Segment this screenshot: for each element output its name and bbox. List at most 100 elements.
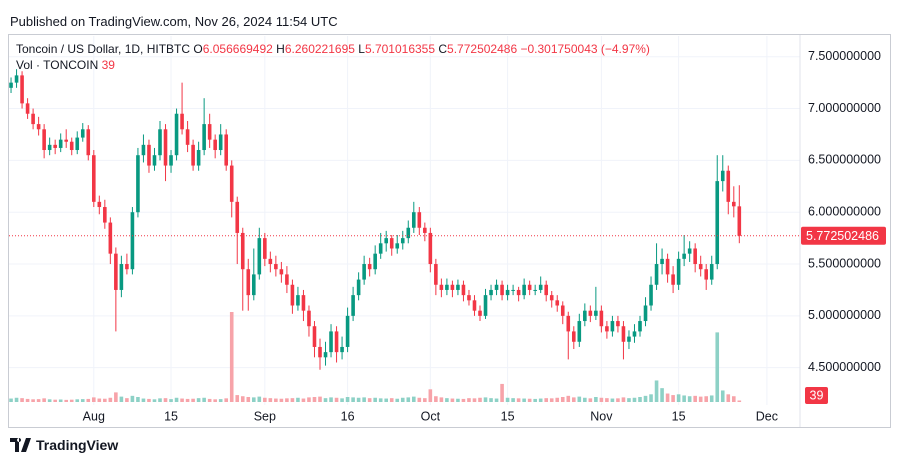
- candle-body: [665, 258, 670, 275]
- volume-bar: [588, 398, 593, 402]
- candle-body: [174, 113, 179, 156]
- candle-body: [257, 238, 262, 275]
- candle-body: [69, 141, 74, 151]
- volume-bar: [456, 398, 460, 402]
- candle-body: [560, 305, 565, 316]
- candle-body: [169, 155, 173, 166]
- candle-body: [345, 315, 350, 347]
- volume-bar: [169, 399, 173, 402]
- candle-body: [64, 139, 69, 142]
- candle-body: [246, 269, 251, 296]
- volume-bar: [362, 397, 366, 402]
- volume-bar: [423, 398, 427, 402]
- ohlc-value: 6.260221695: [284, 42, 355, 56]
- volume-bar: [47, 399, 52, 402]
- candle-body: [125, 264, 129, 270]
- ohlc-value: 5.701016355: [364, 42, 436, 56]
- candle-body: [654, 264, 659, 285]
- candle-body: [676, 258, 681, 285]
- candle-body: [638, 321, 642, 332]
- legend: Toncoin / US Dollar, 1D, HITBTC O6.05666…: [16, 41, 650, 73]
- candle-body: [91, 155, 96, 202]
- candle-body: [97, 201, 102, 208]
- candle-body: [240, 232, 245, 270]
- volume-bar: [351, 397, 355, 402]
- volume-bar: [152, 399, 157, 402]
- candle-body: [726, 170, 731, 202]
- volume-bar: [649, 394, 653, 402]
- candle-body: [14, 75, 19, 83]
- last-price-label: 5.772502486: [806, 229, 879, 243]
- candle-body: [86, 129, 91, 156]
- candle-body: [698, 264, 703, 270]
- volume-bar: [665, 393, 670, 402]
- candle-body: [235, 201, 240, 233]
- candle-body: [158, 129, 162, 156]
- volume-bar: [69, 399, 74, 402]
- volume-bar: [632, 397, 637, 402]
- volume-bar: [207, 398, 212, 402]
- volume-bar: [467, 398, 471, 402]
- candle-body: [544, 284, 549, 296]
- candle-body: [605, 326, 609, 332]
- volume-bar: [312, 397, 317, 402]
- volume-bar: [411, 396, 416, 402]
- x-tick-label: 15: [672, 409, 686, 423]
- ohlc-key: H: [276, 42, 285, 56]
- y-tick-label: 6.500000000: [808, 153, 881, 167]
- candle-body: [395, 243, 400, 249]
- candle-body: [549, 295, 554, 301]
- volume-bar: [42, 398, 46, 402]
- volume-bar: [505, 397, 510, 402]
- volume-bar: [555, 397, 560, 402]
- candle-body: [687, 248, 692, 254]
- volume-bar: [91, 397, 96, 402]
- volume-bar: [64, 399, 69, 402]
- candle-body: [627, 336, 631, 342]
- ohlc-key: L: [358, 42, 365, 56]
- volume-bar: [20, 398, 24, 402]
- ohlc-key: O: [193, 42, 203, 56]
- candle-body: [709, 264, 714, 280]
- volume-bar: [97, 398, 102, 402]
- candle-body: [704, 269, 709, 280]
- candle-body: [53, 144, 57, 148]
- volume-bar: [417, 397, 422, 402]
- candle-body: [141, 144, 146, 156]
- logo-text: TradingView: [36, 437, 119, 453]
- candle-body: [660, 258, 664, 265]
- candle-body: [119, 264, 124, 290]
- candle-body: [406, 227, 411, 239]
- volume-bar: [439, 397, 444, 402]
- volume-bar: [489, 398, 493, 402]
- volume-bar: [163, 398, 168, 402]
- volume-bar: [627, 398, 631, 402]
- volume-bar: [483, 397, 488, 402]
- candle-body: [80, 129, 85, 138]
- volume-bar: [334, 397, 339, 402]
- candle-body: [307, 310, 311, 327]
- candle-body: [36, 124, 41, 130]
- volume-bar: [301, 398, 306, 402]
- volume-row: Vol · TONCOIN 39: [16, 57, 650, 73]
- x-tick-label: Sep: [254, 409, 276, 423]
- chart-frame: [8, 34, 891, 428]
- candle-body: [494, 284, 499, 290]
- candle-body: [213, 139, 217, 151]
- candle-body: [25, 103, 30, 114]
- candle-body: [318, 346, 322, 358]
- candle-body: [483, 295, 488, 316]
- candle-body: [632, 331, 637, 337]
- candle-body: [334, 331, 339, 353]
- candle-body: [207, 124, 212, 140]
- x-tick-label: Nov: [590, 409, 613, 423]
- candle-body: [329, 331, 333, 353]
- candle-body: [351, 295, 355, 316]
- volume-bar: [549, 398, 554, 402]
- candle-body: [279, 269, 284, 275]
- candle-body: [434, 264, 438, 285]
- volume-bar: [522, 398, 526, 402]
- volume-bar: [599, 397, 604, 402]
- volume-bar: [114, 392, 118, 402]
- volume-bar: [500, 383, 504, 402]
